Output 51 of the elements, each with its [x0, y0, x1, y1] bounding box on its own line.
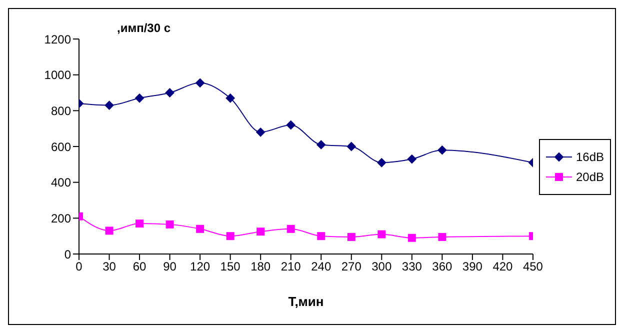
- x-tick-label: 270: [341, 260, 362, 274]
- point: [286, 120, 296, 130]
- x-axis-title: T,мин: [288, 294, 324, 309]
- y-tick-label: 1000: [44, 68, 72, 82]
- x-tick-label: 360: [432, 260, 453, 274]
- x-tick-label: 330: [402, 260, 422, 274]
- point: [166, 220, 174, 228]
- x-tick-label: 390: [462, 260, 483, 274]
- point: [135, 94, 144, 103]
- point: [256, 228, 265, 236]
- x-tick-label: 90: [163, 260, 177, 274]
- point: [346, 142, 356, 151]
- point: [347, 232, 356, 241]
- x-tick-label: 120: [190, 260, 210, 274]
- x-tick-label: 450: [522, 260, 544, 274]
- y-tick-label: 800: [50, 104, 72, 118]
- x-tick-label: 150: [220, 260, 241, 274]
- point: [378, 230, 386, 238]
- y-tick-label: 1200: [44, 32, 72, 46]
- point: [196, 224, 204, 233]
- legend-label: 20dB: [576, 170, 604, 184]
- point: [317, 232, 326, 240]
- point: [438, 232, 446, 241]
- x-tick-label: 300: [372, 260, 392, 274]
- x-tick-label: 240: [311, 260, 332, 274]
- x-tick-label: 420: [492, 260, 514, 274]
- point: [104, 100, 114, 110]
- x-tick-label: 210: [280, 260, 302, 274]
- point: [226, 94, 235, 103]
- point: [256, 128, 266, 137]
- x-tick-label: 30: [102, 260, 116, 274]
- y-tick-label: 200: [50, 211, 72, 226]
- y-tick-label: 600: [50, 140, 72, 154]
- point: [226, 232, 234, 240]
- point: [165, 88, 174, 98]
- legend-label: 16dB: [576, 150, 604, 164]
- y-tick-label: 400: [50, 176, 72, 190]
- y-tick-label: 0: [64, 247, 72, 262]
- point: [136, 220, 144, 228]
- point: [286, 224, 295, 233]
- point: [316, 140, 326, 150]
- point: [438, 146, 447, 155]
- x-tick-label: 0: [76, 260, 83, 274]
- point: [408, 234, 416, 242]
- point: [377, 158, 386, 168]
- x-tick-label: 180: [250, 260, 271, 274]
- point: [407, 154, 416, 164]
- y-axis-title: ,имп/30 с: [117, 21, 171, 35]
- point: [196, 78, 205, 88]
- x-tick-label: 60: [132, 260, 147, 274]
- point: [105, 226, 114, 235]
